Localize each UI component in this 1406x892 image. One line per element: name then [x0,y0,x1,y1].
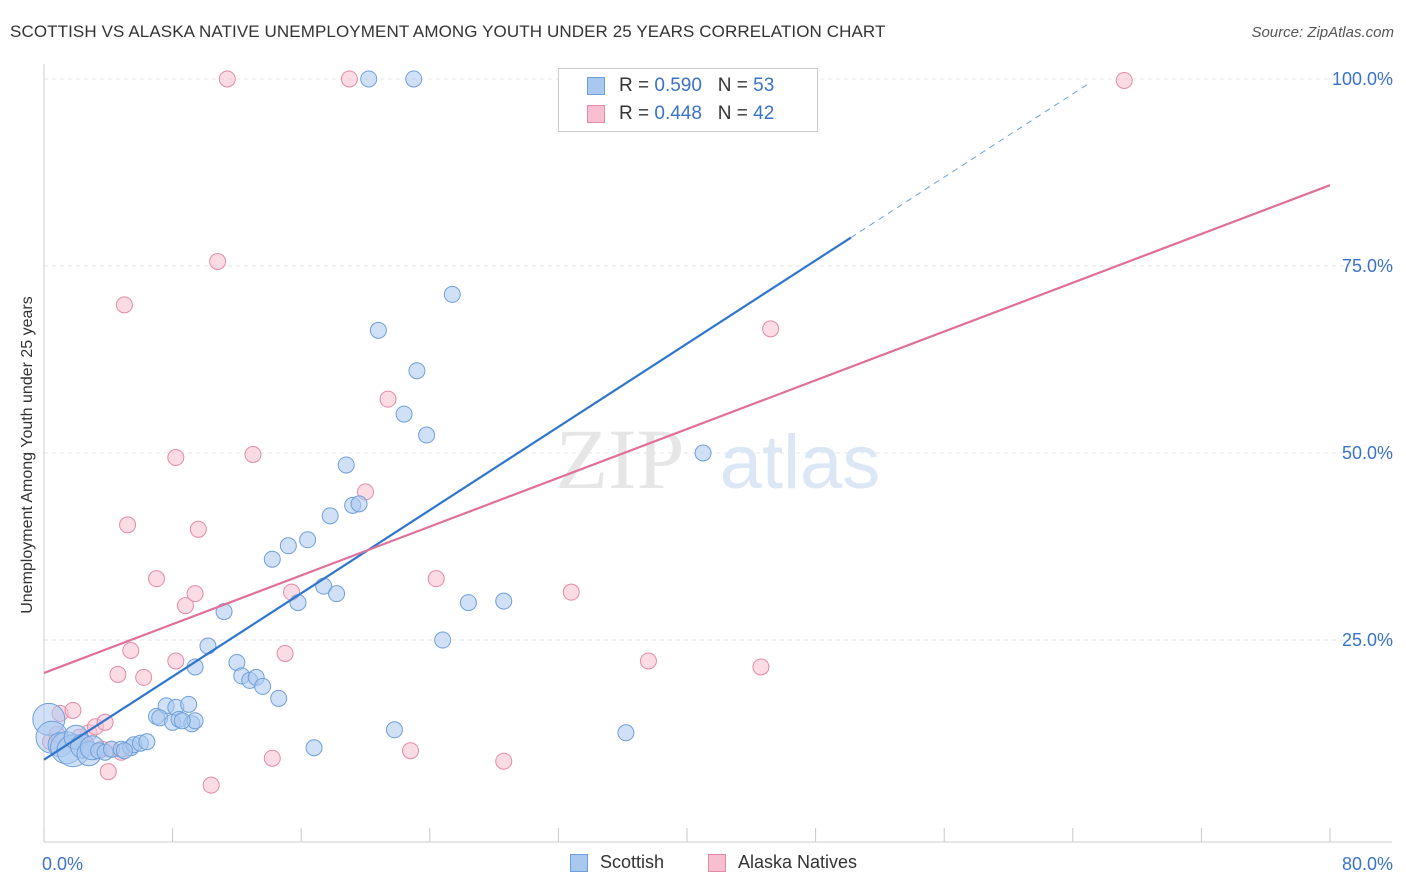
point-scottish [299,531,317,549]
point-scottish [495,592,513,610]
trend-layer [43,83,1331,761]
point-alaska [244,445,262,463]
point-scottish [694,444,712,462]
legend-text-scottish: R = 0.590 N = 53 [619,75,775,96]
point-alaska [562,583,580,601]
point-scottish [180,695,198,713]
point-alaska [495,752,513,770]
point-alaska [402,742,420,760]
point-scottish [138,733,156,751]
point-scottish [395,405,413,423]
point-scottish [305,739,323,757]
point-scottish [443,285,461,303]
tick-label-layer: 25.0% 50.0% 75.0% 100.0% 0.0% 80.0% [42,69,1393,874]
legend-swatch-alaska-bottom [708,854,726,872]
point-alaska [186,585,204,603]
legend-swatch-alaska [587,105,605,123]
point-scottish [405,70,423,88]
point-alaska [263,749,281,767]
point-scottish [418,426,436,444]
point-alaska [176,597,194,615]
legend-label-alaska-natives: Alaska Natives [738,852,858,872]
watermark-atlas: atlas [720,420,881,505]
legend-swatch-scottish [587,77,605,95]
point-alaska [762,320,780,338]
point-scottish [263,550,281,568]
legend-swatch-scottish-bottom [570,854,588,872]
point-scottish [254,677,272,695]
point-scottish [279,537,297,555]
point-alaska [167,652,185,670]
point-alaska [167,448,185,466]
trend-line-scottish [43,236,852,761]
series-legend: Scottish Alaska Natives [0,852,1406,876]
point-alaska [64,701,82,719]
point-scottish [369,321,387,339]
y-tick-label: 100.0% [1332,69,1393,89]
point-scottish [173,712,191,730]
correlation-legend: R = 0.590 N = 53 R = 0.448 N = 42 [558,68,818,132]
point-scottish [115,742,133,760]
point-alaska [276,644,294,662]
point-alaska [115,296,133,314]
point-alaska [340,70,358,88]
point-alaska [752,658,770,676]
point-scottish [360,70,378,88]
point-scottish [408,362,426,380]
point-alaska [122,641,140,659]
point-scottish [289,594,307,612]
y-tick-label: 25.0% [1342,630,1393,650]
point-alaska [379,390,397,408]
legend-label-scottish: Scottish [600,852,665,872]
point-alaska [202,776,220,794]
point-scottish [350,495,368,513]
point-alaska [109,665,127,683]
point-alaska [639,652,657,670]
point-alaska [99,763,117,781]
point-scottish [459,594,477,612]
point-scottish [199,637,217,655]
source-label: Source: ZipAtlas.com [1251,24,1394,41]
x-tick-label: 80.0% [1342,854,1393,874]
point-alaska [218,70,236,88]
point-alaska [135,668,153,686]
grid-layer [44,78,1392,641]
y-tick-label: 75.0% [1342,256,1393,276]
x-tick-label: 0.0% [42,854,83,874]
y-axis-label: Unemployment Among Youth under 25 years [19,296,36,614]
y-tick-label: 50.0% [1342,443,1393,463]
point-scottish [270,689,288,707]
trend-extension-scottish [850,83,1090,238]
point-alaska [1115,71,1133,89]
point-scottish [337,456,355,474]
chart-title: SCOTTISH VS ALASKA NATIVE UNEMPLOYMENT A… [10,22,886,41]
point-alaska [189,520,207,538]
point-scottish [385,721,403,739]
legend-text-alaska: R = 0.448 N = 42 [619,103,775,124]
point-alaska [209,252,227,270]
point-scottish [434,631,452,649]
point-scottish [617,724,635,742]
point-scottish [328,585,346,603]
trend-line-alaska [43,184,1331,674]
point-alaska [119,516,137,534]
point-alaska [148,570,166,588]
watermark-zip: ZIP [556,411,685,507]
point-scottish [321,507,339,525]
points-layer [32,70,1133,794]
point-alaska [427,570,445,588]
